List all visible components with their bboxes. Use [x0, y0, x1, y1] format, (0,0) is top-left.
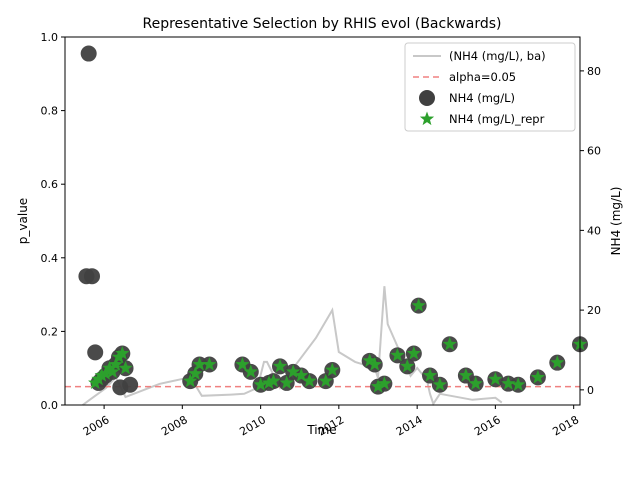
repr-star-point: [318, 373, 333, 388]
repr-star-point: [406, 345, 421, 360]
repr-star-point: [362, 353, 377, 367]
y2-tick-label: 20: [587, 304, 601, 317]
repr-star-point: [118, 360, 133, 375]
repr-star-point: [235, 357, 250, 371]
repr-star-point: [325, 362, 340, 377]
y-tick-label: 0.2: [41, 325, 59, 338]
x-tick-label: 2006: [81, 413, 112, 438]
repr-star-point: [279, 375, 294, 389]
y2-tick-label: 60: [587, 145, 601, 158]
repr-star-point: [94, 368, 109, 382]
repr-star-point: [501, 376, 516, 390]
repr-star-point: [105, 364, 120, 378]
x-tick-label: 2008: [159, 413, 190, 438]
repr-star-point: [115, 345, 130, 360]
y-tick-label: 0.0: [41, 399, 59, 412]
repr-star-point: [202, 357, 217, 371]
legend-star-swatch: [419, 111, 435, 126]
y-axis-label: p_value: [16, 198, 30, 244]
repr-star-point: [432, 377, 447, 391]
legend-label: (NH4 (mg/L), ba): [449, 49, 546, 63]
nh4-point: [80, 45, 97, 62]
repr-star-point: [367, 357, 382, 371]
repr-star-point: [442, 336, 457, 351]
repr-star-point: [286, 364, 301, 378]
repr-star-point: [390, 347, 405, 362]
repr-star-point: [488, 371, 503, 386]
plot-area: [65, 45, 588, 407]
y2-axis-label: NH4 (mg/L): [609, 187, 623, 256]
repr-star-point: [530, 369, 546, 384]
legend-box: [404, 42, 576, 132]
repr-star-point: [102, 360, 117, 375]
repr-star-point: [294, 368, 309, 382]
nh4-point: [83, 268, 100, 285]
x-tick-label: 2010: [237, 413, 268, 438]
repr-star-point: [302, 373, 317, 388]
repr-star-point: [272, 358, 288, 373]
repr-star-point: [422, 368, 438, 382]
x-axis-label: Time: [306, 423, 336, 437]
y2-tick-label: 0: [587, 384, 594, 397]
repr-star-point: [550, 355, 565, 369]
axes-frame: [64, 36, 581, 406]
y2-tick-label: 40: [587, 224, 601, 237]
repr-star-point: [188, 366, 203, 380]
legend-label: NH4 (mg/L)_repr: [449, 112, 545, 126]
y-tick-label: 0.4: [41, 252, 59, 265]
y-tick-label: 0.6: [41, 178, 59, 191]
repr-star-point: [108, 357, 123, 371]
legend-label: alpha=0.05: [449, 70, 516, 84]
axes: 2006 2008 2010 2012 2014 2016 20180.00.20.40.6…: [41, 31, 602, 439]
repr-star-point: [192, 357, 207, 371]
repr-star-point: [370, 379, 386, 393]
repr-star-point: [458, 368, 474, 382]
repr-star-point: [400, 358, 415, 373]
repr-star-point: [183, 373, 198, 388]
x-tick-label: 2014: [394, 413, 425, 438]
legend: (NH4 (mg/L), ba) alpha=0.05 NH4 (mg/L) NH4 …: [404, 42, 576, 132]
y-tick-label: 1.0: [41, 31, 59, 44]
x-tick-label: 2016: [472, 413, 503, 438]
repr-star-point: [261, 375, 277, 389]
nh4-point: [87, 344, 104, 361]
repr-star-point: [266, 373, 281, 388]
repr-star-point: [377, 376, 392, 390]
repr-star-point: [511, 377, 526, 391]
y-tick-label: 0.8: [41, 105, 59, 118]
y2-tick-label: 80: [587, 65, 601, 78]
repr-star-point: [243, 364, 258, 378]
repr-star-point: [253, 377, 268, 391]
nh4-point: [112, 379, 129, 396]
repr-star-point: [468, 376, 483, 390]
chart-title: Representative Selection by RHIS evol (B…: [143, 16, 502, 32]
repr-star-point: [411, 298, 426, 312]
x-tick-label: 2018: [550, 413, 581, 438]
legend-label: NH4 (mg/L): [449, 91, 515, 105]
legend-circle-swatch: [419, 90, 435, 106]
